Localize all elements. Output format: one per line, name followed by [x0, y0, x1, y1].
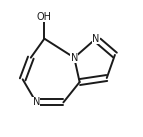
Text: N: N [33, 97, 40, 107]
Text: OH: OH [37, 12, 52, 22]
Text: N: N [92, 34, 100, 44]
Text: N: N [70, 53, 78, 63]
